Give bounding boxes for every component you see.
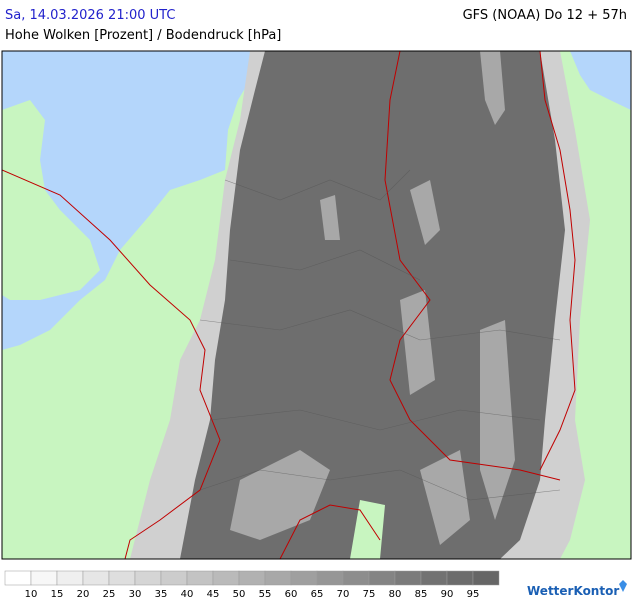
borders	[199, 169, 561, 501]
legend-swatch	[186, 570, 214, 586]
legend-label: 70	[337, 589, 350, 600]
legend-swatch	[108, 570, 136, 586]
legend-swatch	[316, 570, 344, 586]
legend-label: 25	[103, 589, 116, 600]
legend-swatch	[56, 570, 84, 586]
subtitle: Hohe Wolken [Prozent] / Bodendruck [hPa]	[5, 28, 281, 43]
legend-swatch	[290, 570, 318, 586]
sea-east	[570, 51, 631, 110]
legend-label: 90	[441, 589, 454, 600]
legend-swatch	[264, 570, 292, 586]
legend: 10 15 20 25 30 35 40 45 50 55 60 65 70 75 80 85 90 95	[4, 570, 500, 600]
legend-label: 80	[389, 589, 402, 600]
legend-label: 55	[259, 589, 272, 600]
model-run: GFS (NOAA) Do 12 + 57h	[463, 8, 627, 23]
map	[1, 50, 632, 560]
legend-label: 20	[77, 589, 90, 600]
legend-swatch	[368, 570, 396, 586]
cloud-core	[180, 51, 565, 559]
legend-swatch	[394, 570, 422, 586]
map-frame	[1, 50, 632, 560]
island	[2, 100, 100, 300]
legend-label: 15	[51, 589, 64, 600]
legend-label: 50	[233, 589, 246, 600]
legend-swatch	[212, 570, 240, 586]
land-patch	[350, 500, 385, 559]
legend-swatch	[134, 570, 162, 586]
legend-swatch	[82, 570, 110, 586]
legend-label: 10	[25, 589, 38, 600]
legend-swatch	[4, 570, 32, 586]
legend-label: 45	[207, 589, 220, 600]
logo: WetterKontor	[527, 584, 619, 598]
legend-label: 85	[415, 589, 428, 600]
legend-label: 95	[467, 589, 480, 600]
legend-swatch	[160, 570, 188, 586]
legend-label: 30	[129, 589, 142, 600]
legend-label: 40	[181, 589, 194, 600]
legend-swatch	[446, 570, 474, 586]
legend-label: 75	[363, 589, 376, 600]
timestamp: Sa, 14.03.2026 21:00 UTC	[5, 8, 175, 23]
legend-swatch	[238, 570, 266, 586]
cloud-gap	[230, 51, 515, 545]
legend-label: 35	[155, 589, 168, 600]
legend-swatch	[472, 570, 500, 586]
legend-swatch	[420, 570, 448, 586]
isobars	[2, 51, 576, 559]
legend-label: 60	[285, 589, 298, 600]
legend-swatch	[30, 570, 58, 586]
legend-swatch	[342, 570, 370, 586]
legend-label: 65	[311, 589, 324, 600]
logo-icon	[619, 580, 627, 592]
